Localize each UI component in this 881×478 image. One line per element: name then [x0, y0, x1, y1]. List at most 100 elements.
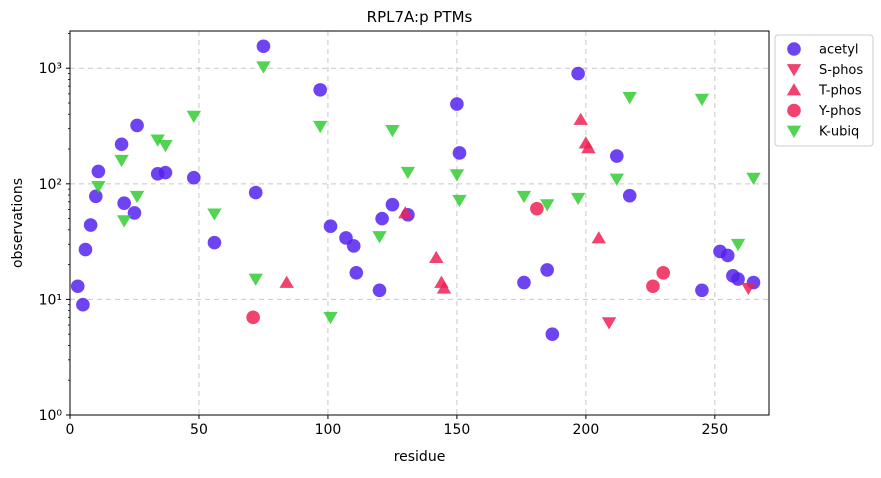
plot-frame — [69, 30, 770, 416]
point-t-phos — [581, 140, 596, 154]
point-y-phos — [656, 265, 671, 280]
point-acetyl — [452, 146, 467, 160]
point-acetyl — [91, 164, 106, 179]
point-acetyl — [70, 279, 85, 294]
point-y-phos — [530, 201, 544, 216]
y-tick-label: 10² — [39, 177, 62, 193]
point-acetyl — [622, 188, 637, 203]
point-acetyl — [158, 165, 173, 180]
x-tick-label: 100 — [315, 422, 342, 438]
point-k-ubiq — [539, 199, 555, 212]
point-k-ubiq — [150, 134, 165, 147]
point-acetyl — [372, 283, 387, 298]
point-t-phos — [279, 275, 294, 288]
point-k-ubiq — [570, 192, 586, 206]
x-tick-label: 50 — [190, 422, 208, 438]
point-k-ubiq — [516, 190, 532, 204]
point-acetyl — [540, 263, 554, 277]
point-t-phos — [429, 250, 444, 264]
point-k-ubiq — [312, 120, 328, 134]
x-tick-label: 150 — [444, 422, 471, 438]
point-t-phos — [573, 112, 588, 125]
point-k-ubiq — [400, 166, 416, 180]
point-k-ubiq — [114, 154, 129, 168]
point-k-ubiq — [449, 169, 465, 182]
point-acetyl — [695, 283, 709, 298]
point-acetyl — [76, 297, 90, 312]
point-t-phos — [398, 206, 413, 219]
legend-label-acetyl: acetyl — [819, 43, 859, 58]
point-acetyl — [207, 235, 222, 250]
point-k-ubiq — [694, 93, 710, 107]
point-k-ubiq — [746, 172, 761, 185]
point-acetyl — [545, 327, 560, 342]
point-k-ubiq — [186, 110, 202, 123]
point-acetyl — [346, 239, 361, 253]
x-tick-label: 200 — [573, 422, 600, 438]
point-acetyl — [88, 189, 103, 204]
legend-marker-k-ubiq — [786, 125, 802, 138]
x-tick-label: 0 — [66, 422, 75, 438]
point-acetyl — [375, 211, 389, 226]
point-acetyl — [117, 196, 131, 210]
axis-ticks: 0 50 100 150 200 250 10⁰ 10¹ 10² 10³ — [39, 33, 728, 438]
point-k-ubiq — [609, 173, 625, 186]
point-k-ubiq — [91, 181, 106, 194]
data-points — [70, 39, 761, 342]
point-acetyl — [323, 219, 338, 233]
point-t-phos — [591, 231, 606, 244]
legend: acetyl S-phos T-phos Y-phos K-ubiq — [774, 34, 874, 147]
point-k-ubiq — [158, 140, 173, 153]
point-acetyl — [313, 83, 327, 97]
point-s-phos — [601, 317, 617, 330]
point-k-ubiq — [129, 190, 145, 204]
point-k-ubiq — [730, 238, 746, 252]
point-k-ubiq — [622, 91, 637, 105]
point-acetyl — [78, 242, 93, 257]
x-axis-label: residue — [394, 449, 446, 465]
legend-box — [774, 34, 874, 147]
point-k-ubiq — [116, 215, 132, 228]
point-acetyl — [256, 39, 271, 54]
point-k-ubiq — [452, 194, 467, 208]
point-acetyl — [127, 206, 142, 220]
point-acetyl — [385, 197, 400, 212]
point-s-phos — [741, 282, 756, 296]
point-k-ubiq — [256, 61, 271, 74]
point-acetyl — [731, 272, 745, 286]
point-acetyl — [517, 275, 531, 290]
point-y-phos — [646, 279, 660, 294]
point-k-ubiq — [385, 124, 400, 138]
y-axis-label: observations — [10, 178, 26, 268]
point-acetyl — [571, 66, 585, 81]
point-k-ubiq — [207, 208, 222, 221]
point-acetyl — [83, 218, 98, 232]
point-acetyl — [349, 265, 364, 280]
legend-label-s-phos: S-phos — [819, 63, 863, 78]
legend-marker-t-phos — [786, 83, 802, 96]
legend-label-k-ubiq: K-ubiq — [819, 125, 859, 140]
point-y-phos — [246, 310, 260, 325]
chart-title: RPL7A:p PTMs — [367, 8, 473, 26]
x-tick-label: 250 — [701, 422, 728, 438]
point-acetyl — [720, 248, 735, 263]
y-tick-label: 10³ — [39, 61, 62, 77]
grid — [70, 31, 769, 415]
y-tick-label: 10¹ — [39, 292, 62, 308]
point-acetyl — [187, 170, 201, 185]
point-acetyl — [248, 185, 263, 200]
legend-label-t-phos: T-phos — [818, 84, 862, 99]
point-k-ubiq — [372, 231, 387, 244]
point-acetyl — [450, 97, 464, 111]
point-k-ubiq — [248, 273, 263, 286]
point-t-phos — [436, 281, 452, 294]
point-acetyl — [114, 137, 129, 152]
y-tick-label: 10⁰ — [39, 408, 63, 424]
point-acetyl — [130, 118, 144, 133]
point-k-ubiq — [323, 311, 338, 325]
point-acetyl — [610, 149, 624, 163]
legend-label-y-phos: Y-phos — [818, 104, 862, 119]
legend-marker-y-phos — [787, 103, 801, 118]
